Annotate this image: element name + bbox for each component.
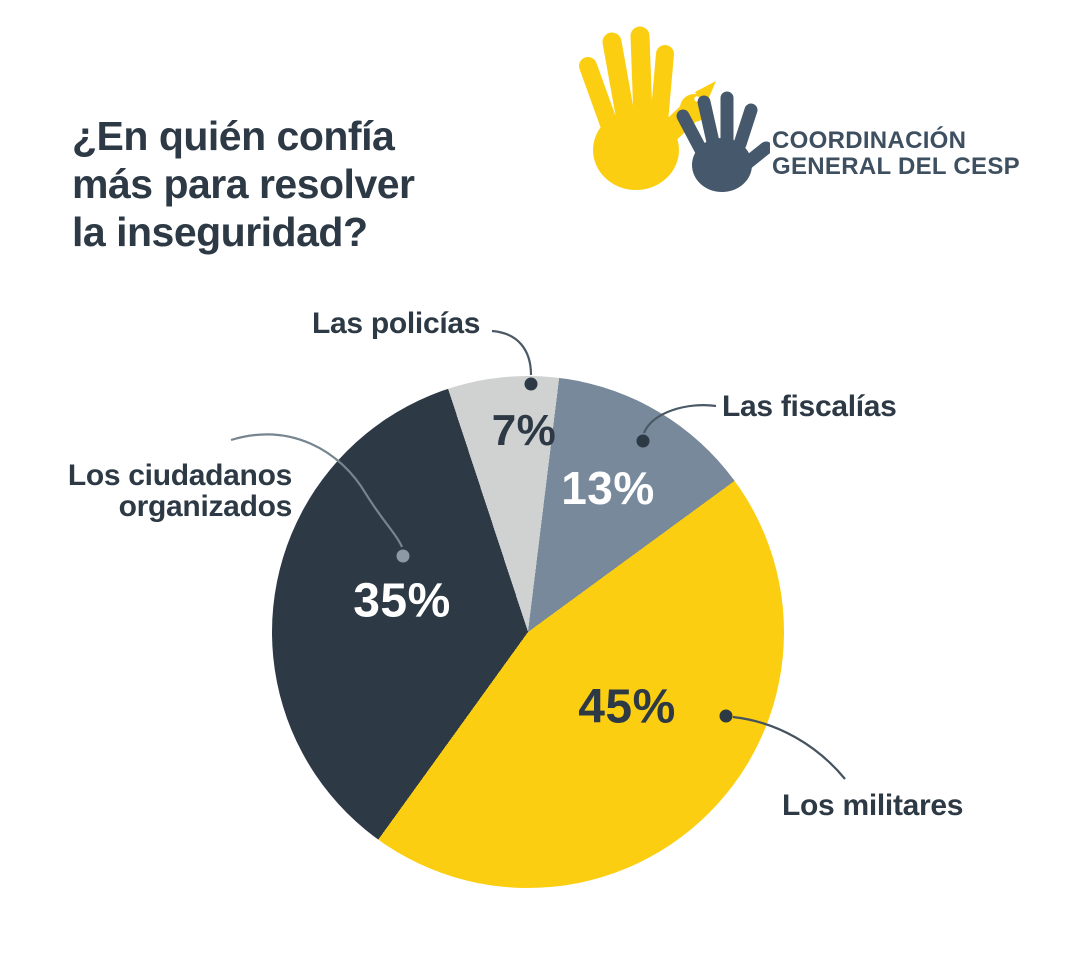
page-title: ¿En quién confía más para resolver la in… xyxy=(72,112,415,256)
slice-value-policias: 7% xyxy=(491,406,557,455)
title-line-1: ¿En quién confía xyxy=(72,113,395,159)
title-line-3: la inseguridad? xyxy=(72,209,368,255)
org-name: COORDINACIÓN GENERAL DEL CESP xyxy=(772,128,1020,180)
slice-value-fiscalias: 13% xyxy=(561,462,655,514)
slice-label-ciudadanos-line-2: organizados xyxy=(118,490,293,523)
slice-label-ciudadanos-line-1: Los ciudadanos xyxy=(67,459,292,492)
slice-label-fiscalias: Las fiscalías xyxy=(722,390,897,423)
title-line-2: más para resolver xyxy=(72,161,415,207)
slice-label-policias: Las policías xyxy=(312,307,481,340)
yellow-hand-dove-icon xyxy=(579,26,716,190)
navy-hand-icon xyxy=(676,91,770,192)
org-name-line-1: COORDINACIÓN xyxy=(772,127,967,154)
slice-label-ciudadanos: Los ciudadanos organizados xyxy=(68,460,292,522)
org-name-line-2: GENERAL DEL CESP xyxy=(772,153,1020,180)
slice-label-militares: Los militares xyxy=(782,789,964,822)
slice-value-militares: 45% xyxy=(578,680,676,734)
slice-value-ciudadanos: 35% xyxy=(353,574,451,628)
leader-line-policias xyxy=(491,329,533,376)
dove-beak xyxy=(695,81,716,107)
logo-hands-icon xyxy=(579,26,770,192)
